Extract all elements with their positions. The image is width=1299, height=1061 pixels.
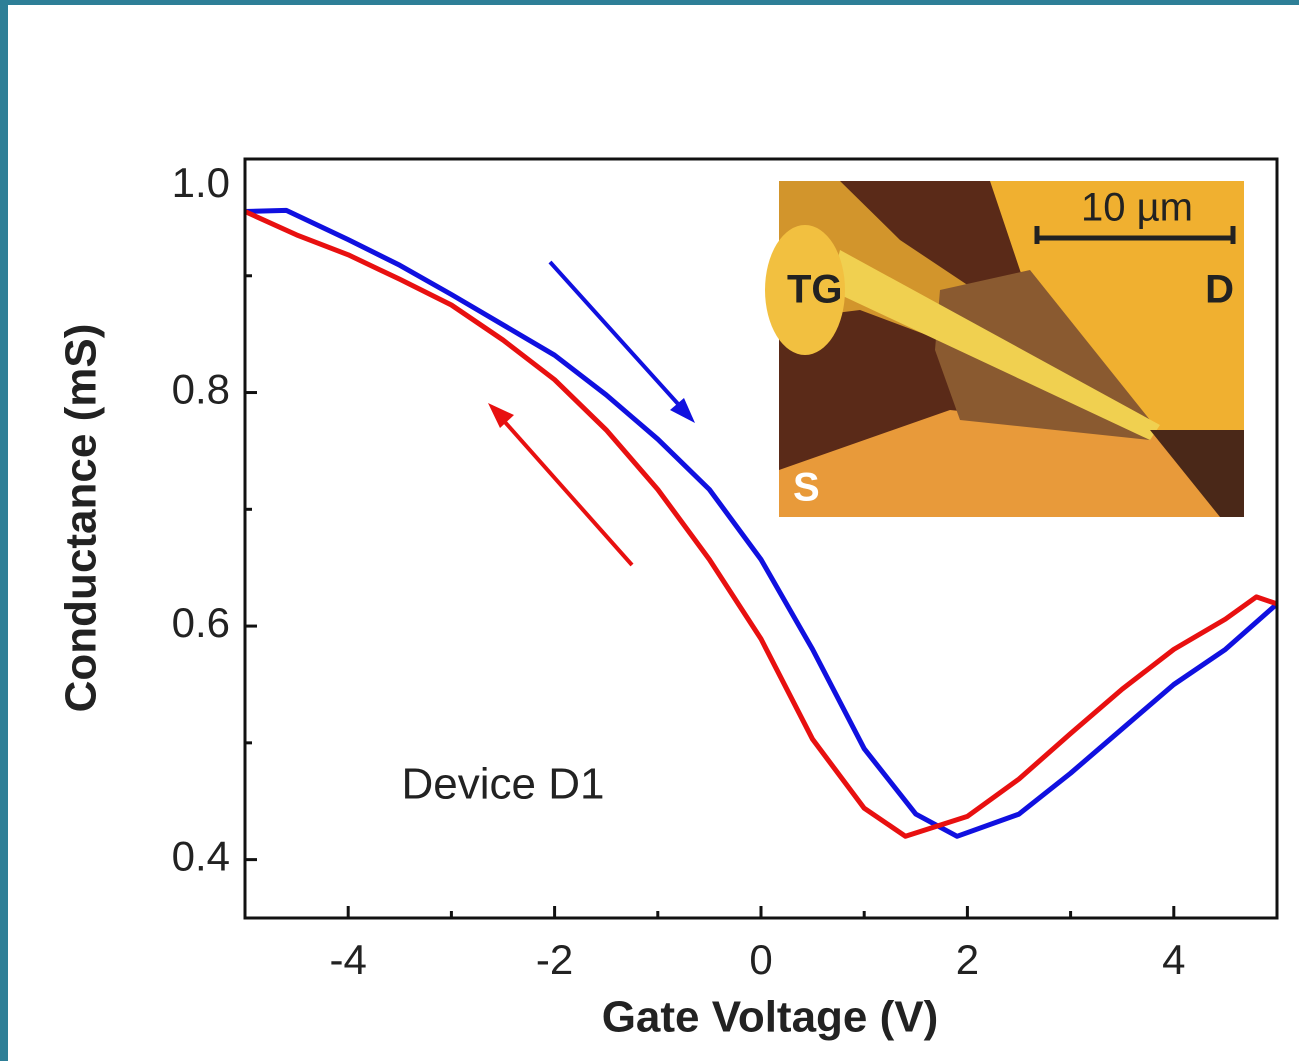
x-tick-label: 2 bbox=[956, 936, 979, 983]
y-tick-label: 0.4 bbox=[172, 833, 230, 880]
y-tick-label: 1.0 bbox=[172, 159, 230, 206]
frame-top bbox=[0, 0, 1299, 5]
inset-label: S bbox=[793, 466, 820, 510]
plot-area: -4 -2 0 2 4 1.0 0.8 0.6 0.4 bbox=[172, 157, 1279, 983]
annotation: Device D1 bbox=[402, 760, 605, 809]
y-axis-label: Conductance (mS) bbox=[57, 324, 106, 713]
x-tick-label: -4 bbox=[330, 936, 367, 983]
x-tick-label: 0 bbox=[749, 936, 772, 983]
plot-frame bbox=[243, 157, 1279, 920]
y-tick-label: 0.8 bbox=[172, 366, 230, 413]
inset-image: TG D S 10 µm bbox=[765, 181, 1244, 517]
data-line bbox=[243, 209, 1278, 839]
inset-label: D bbox=[1205, 268, 1234, 312]
y-tick-label: 0.6 bbox=[172, 599, 230, 646]
frame-left bbox=[0, 0, 8, 1061]
x-tick-label: -2 bbox=[536, 936, 573, 983]
data-line bbox=[244, 207, 1279, 839]
sweep-arrows bbox=[488, 260, 695, 567]
inset-label: TG bbox=[787, 268, 843, 312]
x-axis-label: Gate Voltage (V) bbox=[602, 993, 939, 1042]
scale-bar-label: 10 µm bbox=[1081, 186, 1193, 230]
x-tick-label: 4 bbox=[1162, 936, 1185, 983]
